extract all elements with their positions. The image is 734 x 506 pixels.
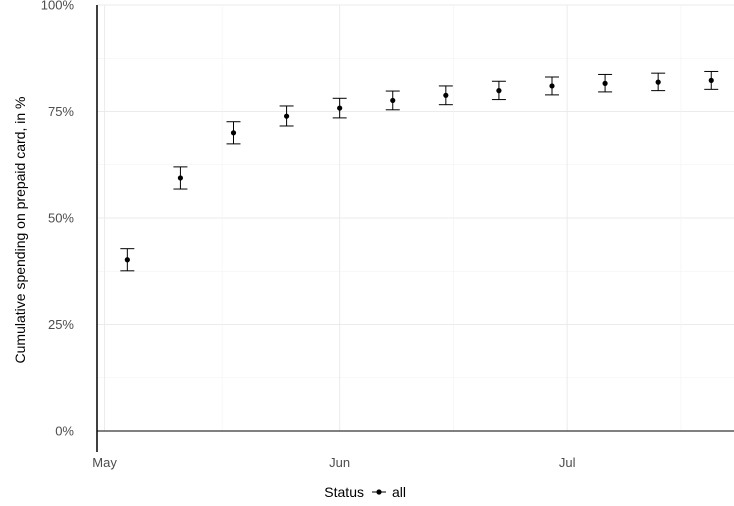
y-axis-title: Cumulative spending on prepaid card, in … xyxy=(12,97,28,364)
data-point xyxy=(708,77,714,84)
data-point xyxy=(443,92,449,98)
data-point xyxy=(549,83,555,89)
error-bar-group xyxy=(491,80,506,101)
x-tick-labels: May Jun Jul xyxy=(92,455,575,470)
legend-title: Status xyxy=(324,484,364,500)
y-tick-label: 75% xyxy=(48,104,74,119)
legend-key-point xyxy=(376,489,382,495)
error-bar-group xyxy=(438,85,453,106)
grid xyxy=(97,4,734,432)
data-point xyxy=(124,257,130,263)
data-point xyxy=(602,80,608,86)
data-point xyxy=(230,130,237,136)
legend-entry-all: all xyxy=(392,484,406,500)
data-point xyxy=(390,97,396,104)
error-bar-group xyxy=(226,121,241,145)
error-bar-group xyxy=(704,70,719,90)
data-point xyxy=(655,79,661,85)
data-point xyxy=(337,105,343,111)
data-marks xyxy=(120,70,719,272)
x-tick-label: Jun xyxy=(329,455,350,470)
axes xyxy=(96,5,734,452)
error-bar-group xyxy=(120,248,135,272)
error-bar-group xyxy=(173,166,188,190)
data-point xyxy=(283,113,290,119)
error-bar-group xyxy=(598,73,613,93)
error-bar-group xyxy=(332,97,347,119)
legend: Status all xyxy=(324,484,406,500)
error-bar-group xyxy=(279,105,294,127)
y-tick-label: 50% xyxy=(48,211,74,226)
x-tick-label: Jul xyxy=(559,455,576,470)
error-bar-group xyxy=(651,72,666,92)
x-tick-label: May xyxy=(92,455,117,470)
y-tick-label: 0% xyxy=(55,424,74,439)
y-tick-label: 100% xyxy=(41,0,75,13)
y-tick-labels: 0% 25% 50% 75% 100% xyxy=(41,0,75,439)
y-tick-label: 25% xyxy=(48,317,74,332)
error-bar-group xyxy=(545,76,559,96)
error-bar-group xyxy=(385,90,400,111)
data-point xyxy=(177,175,184,181)
data-point xyxy=(496,88,502,94)
